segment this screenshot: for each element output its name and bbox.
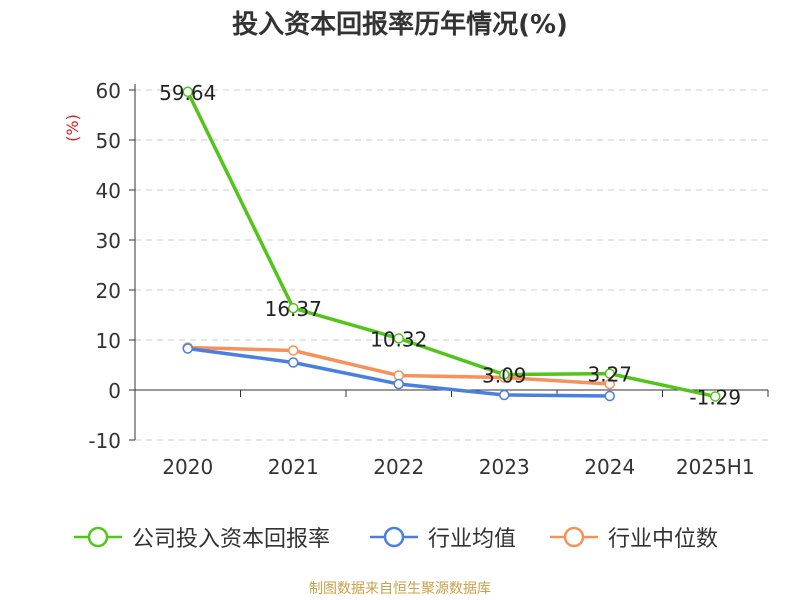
x-tick-label: 2023 [479,455,530,479]
legend-marker-icon [370,526,418,548]
x-tick-label: 2025H1 [676,455,755,479]
data-point [393,333,404,344]
legend-item[interactable]: 行业中位数 [548,520,718,554]
y-tick-label: 40 [96,179,121,203]
x-tick-label: 2024 [584,455,635,479]
data-label: -1.29 [689,385,741,409]
data-label: 59.64 [159,81,216,105]
legend-item[interactable]: 行业均值 [368,520,516,554]
data-point [499,369,510,380]
legend: 公司投入资本回报率 行业均值 行业中位数 [0,520,800,556]
legend-label: 行业均值 [428,527,517,552]
data-point [499,389,510,401]
data-point [393,370,404,381]
data-label: 10.32 [370,327,427,351]
data-point [182,86,193,98]
data-point [288,357,299,368]
data-point [393,378,404,390]
legend-marker-icon [74,526,122,548]
data-point [288,345,299,356]
data-label: 16.37 [265,297,322,321]
data-label: 3.09 [482,364,527,388]
series-0 [182,86,721,402]
source-note: 制图数据来自恒生聚源数据库 [309,581,491,597]
y-tick-label: 10 [96,329,121,353]
y-tick-label: 30 [96,229,121,253]
data-point [710,391,721,402]
data-point [604,368,615,379]
y-tick-label: 50 [96,129,121,153]
data-label: 3.27 [587,363,632,387]
data-point [604,378,615,390]
y-axis-label: (%) [63,114,82,142]
x-tick-label: 2020 [162,455,213,479]
series-1 [182,343,615,402]
data-point [182,343,193,354]
chart-title: 投入资本回报率历年情况(%) [232,10,568,40]
y-tick-label: -10 [88,429,121,453]
y-tick-label: 20 [96,279,121,303]
data-point [604,390,615,402]
legend-label: 公司投入资本回报率 [132,527,331,552]
x-tick-label: 2021 [268,455,319,479]
legend-marker-icon [550,526,598,548]
legend-label: 行业中位数 [608,527,719,552]
legend-item[interactable]: 公司投入资本回报率 [72,520,330,554]
data-point [288,302,299,314]
x-tick-label: 2022 [373,455,424,479]
y-tick-label: 60 [96,79,121,103]
y-tick-label: 0 [108,379,121,403]
series-line [186,90,717,399]
